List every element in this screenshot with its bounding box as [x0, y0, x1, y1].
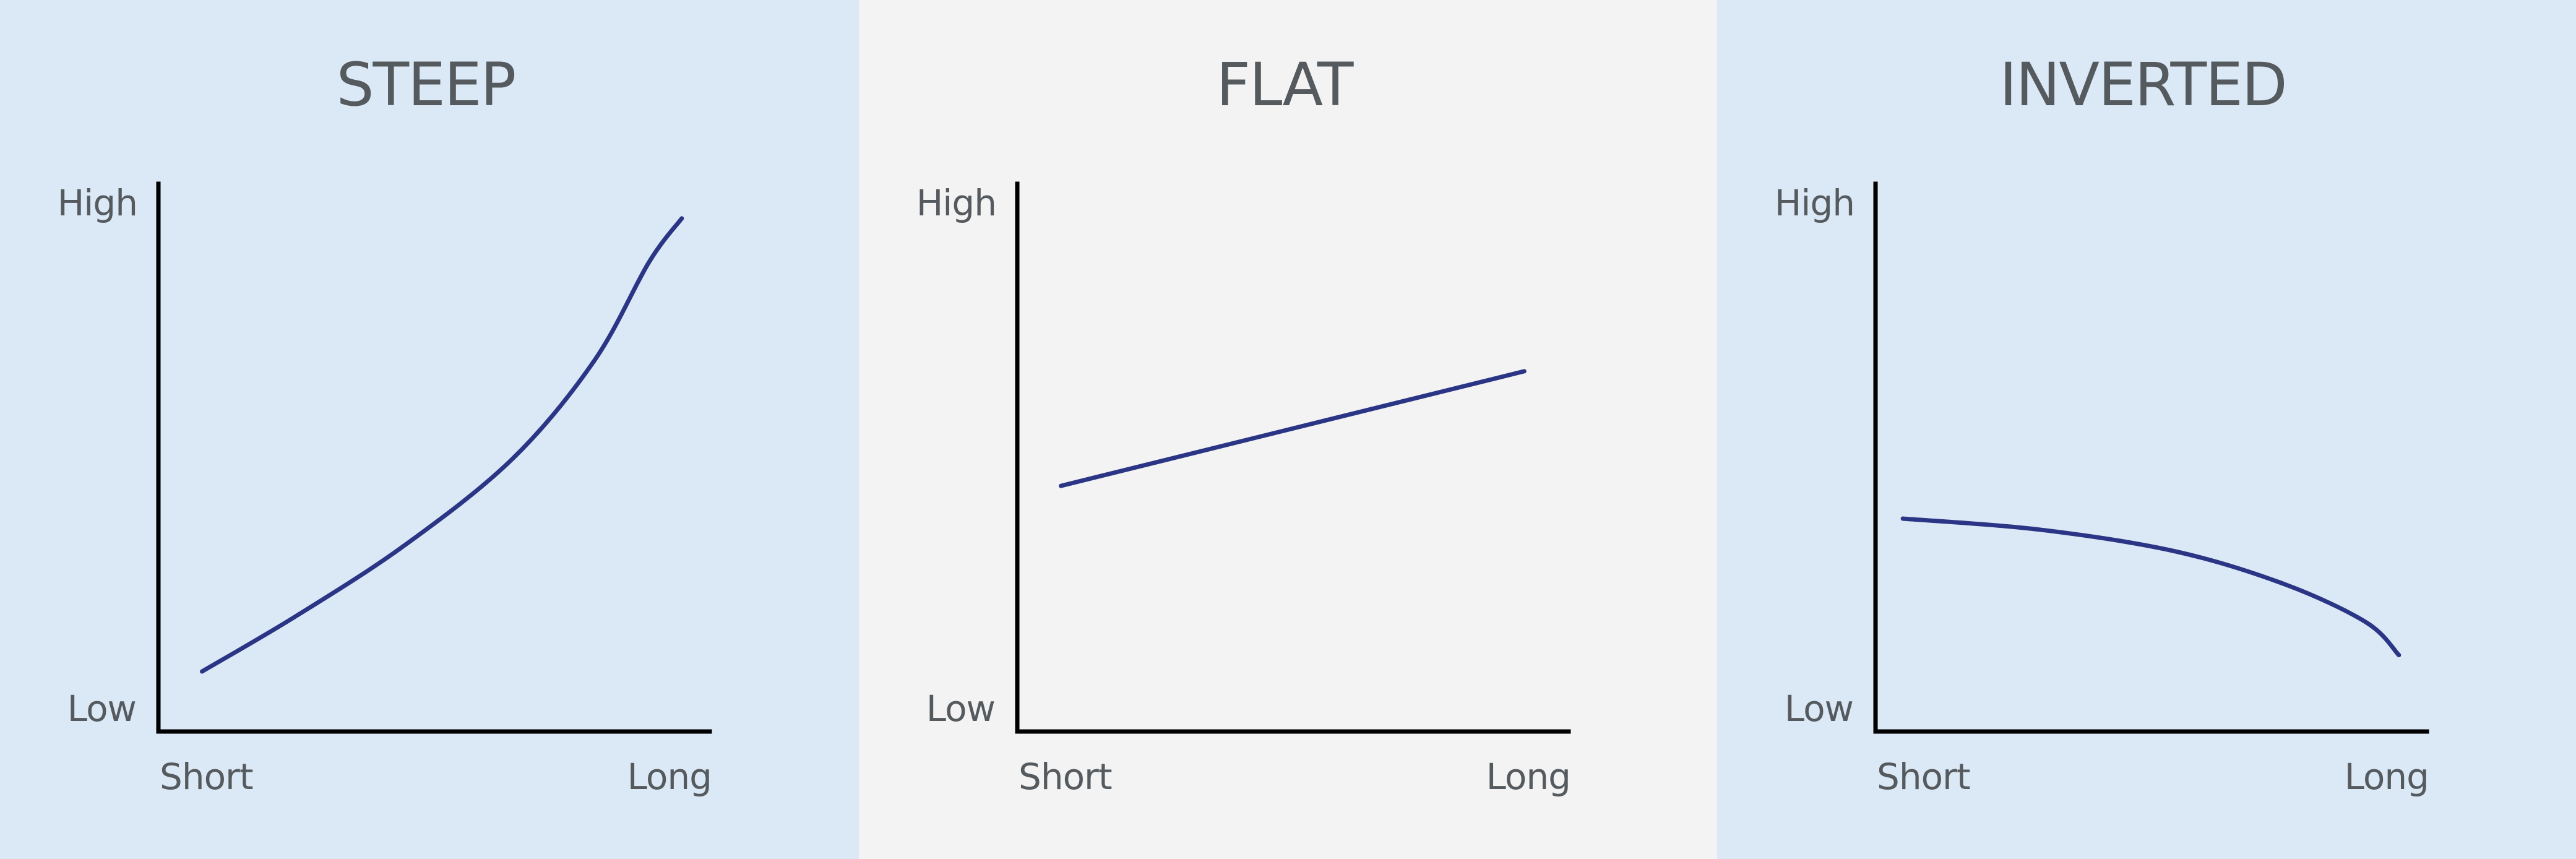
yield-curve-line-inverted — [1900, 516, 2402, 657]
x-tick-long-flat: Long — [1486, 756, 1570, 798]
x-tick-short-inverted: Short — [1877, 756, 1970, 798]
chart-panel-steep: STEEP Low High Short Long — [0, 0, 859, 859]
y-tick-low-steep: Low — [67, 688, 136, 730]
x-tick-short-flat: Short — [1019, 756, 1112, 798]
chart-title-inverted: INVERTED — [1999, 50, 2286, 119]
y-tick-low-inverted: Low — [1785, 688, 1853, 730]
chart-title-steep: STEEP — [337, 50, 515, 119]
y-tick-high-inverted: High — [1775, 182, 1854, 224]
chart-panel-flat: FLAT Low High Short Long — [859, 0, 1717, 859]
yield-curve-line-steep — [200, 216, 684, 674]
x-tick-short-steep: Short — [160, 756, 253, 798]
panel-background-steep — [0, 0, 859, 859]
chart-svg-inverted: INVERTED Low High Short Long — [1717, 0, 2576, 859]
chart-svg-steep: STEEP Low High Short Long — [0, 0, 859, 859]
x-tick-long-inverted: Long — [2345, 756, 2429, 798]
x-tick-long-steep: Long — [627, 756, 712, 798]
yield-curve-line-flat — [1059, 369, 1527, 488]
panel-background-inverted — [1717, 0, 2576, 859]
y-tick-low-flat: Low — [926, 688, 995, 730]
chart-title-flat: FLAT — [1217, 50, 1354, 119]
y-tick-high-flat: High — [916, 182, 996, 224]
chart-svg-flat: FLAT Low High Short Long — [859, 0, 1717, 859]
chart-panel-inverted: INVERTED Low High Short Long — [1717, 0, 2576, 859]
y-tick-high-steep: High — [58, 182, 137, 224]
